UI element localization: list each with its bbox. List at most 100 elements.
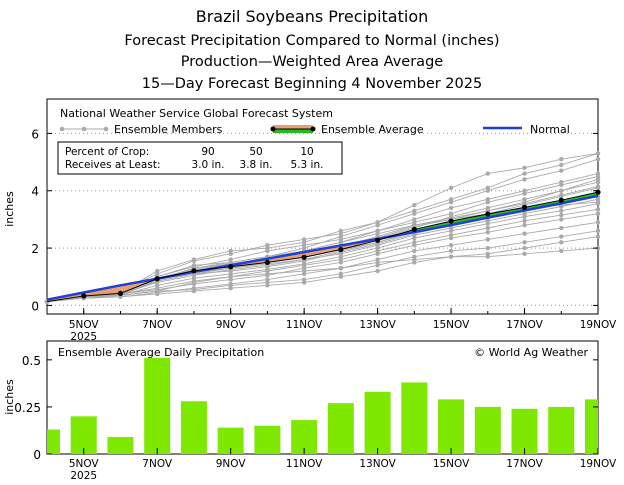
legend-normal: Normal [483,123,570,136]
ensemble-member-point [448,228,454,234]
ensemble-member-point [448,211,454,216]
top-x-tick-label: 11NOV [286,319,323,331]
ensemble-member-point [559,157,564,162]
ensemble-member-point [595,177,601,182]
bottom-y-tick-label: 0 [33,448,41,462]
ensemble-member-point [595,151,601,156]
anomaly-fill [304,245,341,258]
ensemble-member-line [46,221,599,303]
ensemble-member-point [228,274,233,279]
ensemble-member-point [485,171,490,176]
daily-precip-bar [548,406,575,454]
crop-table-row1-label: Percent of Crop: [65,146,149,158]
ensemble-member-point [412,211,417,216]
crop-table: Percent of Crop: Receives at Least: 90 5… [57,141,343,175]
bottom-x-tick-label: 7NOV [142,458,173,470]
bottom-x-tick-label: 19NOV [580,458,617,470]
chart-title: Brazil Soybeans Precipitation [196,7,429,26]
ensemble-member-point [522,240,527,245]
ensemble-member-point [485,230,490,235]
ensemble-member-point [559,208,564,213]
ensemble-member-point [559,192,564,198]
daily-precip-bar [585,399,598,454]
ensemble-member-point [559,225,564,231]
ensemble-member-point [448,205,454,211]
ensemble-member-point [375,268,380,274]
legend-members: Ensemble Members [59,123,223,136]
ensemble-member-point [522,245,527,251]
daily-precip-bar [180,401,207,454]
ensemble-member-point [595,157,601,162]
ensemble-member-point [191,280,197,285]
ensemble-member-point [448,235,454,241]
top-x-tick-label: 13NOV [359,319,396,331]
ensemble-member-point [228,286,233,291]
crop-table-amount-50: 3.8 in. [240,159,273,171]
ensemble-member-point [265,271,270,277]
ensemble-member-point [338,274,344,279]
credit-label: © World Ag Weather [474,346,588,359]
ensemble-member-point [559,240,564,245]
source-label: National Weather Service Global Forecast… [60,107,333,120]
legend-normal-label: Normal [530,123,570,136]
ensemble-member-point [522,218,527,224]
ensemble-member-point [559,234,564,239]
ensemble-member-point [338,265,344,271]
ensemble-member-point [485,245,490,251]
legend-members-marker [103,126,109,132]
ensemble-member-point [301,268,307,274]
daily-precip-bar [47,429,60,454]
legend-average-label: Ensemble Average [321,123,424,136]
bar-chart-title: Ensemble Average Daily Precipitation [58,346,264,359]
ensemble-member-point [228,251,233,256]
ensemble-member-point [155,288,160,294]
ensemble-average-point [375,237,381,243]
top-x-tick-label: 15NOV [433,319,470,331]
ensemble-member-point [559,248,564,254]
daily-precip-bar [254,425,281,454]
chart-subtitle-2: Production—Weighted Area Average [181,54,443,70]
top-y-tick-label: 0 [31,299,39,313]
ensemble-member-point [595,228,601,234]
legend-members-marker [81,126,87,132]
ensemble-member-point [485,221,490,226]
ensemble-member-point [265,248,270,254]
daily-precip-bar [327,403,354,454]
ensemble-member-point [522,231,527,236]
crop-table-row2-label: Receives at Least: [65,159,161,171]
ensemble-member-point [522,200,527,205]
ensemble-member-point [375,260,380,265]
daily-bars-group [47,357,598,454]
ensemble-average-point [154,276,160,282]
normal-line [46,194,599,301]
ensemble-member-point [485,200,490,205]
ensemble-member-point [522,177,527,182]
ensemble-member-point [595,207,601,212]
ensemble-member-line [46,203,599,303]
ensemble-member-point [595,200,601,205]
legend-members-marker [59,126,65,132]
ensemble-average-point [264,259,270,265]
ensemble-member-point [485,237,490,242]
ensemble-member-point [595,211,601,216]
ensemble-member-line [46,236,599,303]
daily-precip-bar [107,437,134,454]
ensemble-member-point [412,243,417,248]
ensemble-member-point [448,254,454,259]
ensemble-average-point [521,204,528,210]
ensemble-member-point [595,220,601,225]
ensemble-average-point [301,254,307,260]
ensemble-member-point [375,251,380,256]
bottom-y-tick-label: 0.5 [22,354,41,368]
legend-average-marker [270,126,276,132]
ensemble-member-point [485,254,490,259]
ensemble-member-point [301,237,307,242]
legend-above-normal-swatch [273,129,313,133]
ensemble-member-point [265,243,270,248]
ensemble-member-point [412,202,417,208]
ensemble-member-point [522,214,527,219]
ensemble-member-line [46,158,599,303]
bottom-x-tick-sublabel: 2025 [70,470,97,482]
